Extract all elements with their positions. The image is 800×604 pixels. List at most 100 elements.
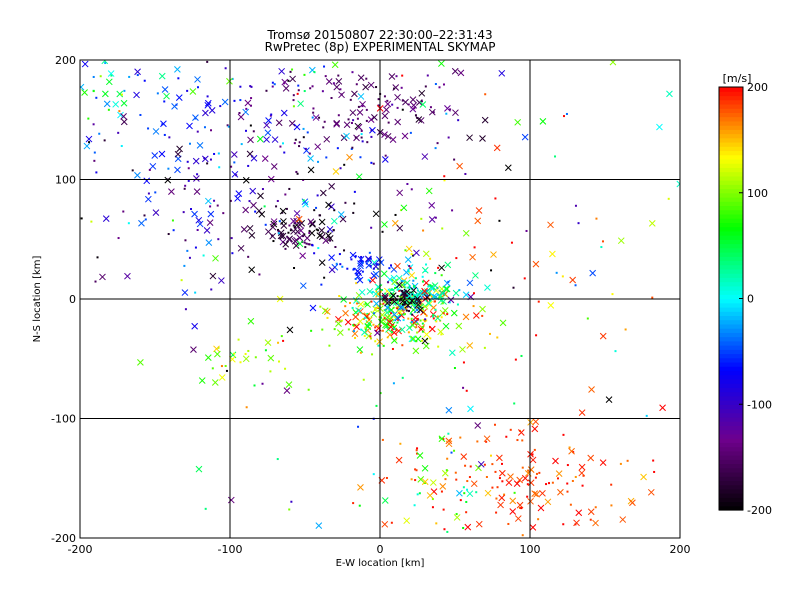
data-point-dot [420, 100, 423, 103]
data-point-dot [144, 218, 147, 221]
data-point-x-marker [257, 192, 264, 200]
colorbar-segment [719, 141, 743, 147]
data-point-x-marker [392, 84, 400, 91]
data-point-dot [122, 210, 125, 213]
data-point-dot [387, 281, 390, 284]
data-point-x-marker [314, 143, 322, 151]
data-point-dot [139, 113, 142, 116]
data-point-dot [289, 70, 292, 73]
data-point-dot [425, 314, 428, 317]
data-point-dot [423, 482, 426, 485]
data-point-dot [422, 229, 425, 232]
data-point-dot [389, 319, 392, 322]
colorbar-segment [719, 256, 743, 262]
colorbar-tick-label: 100 [747, 187, 768, 200]
data-point-dot [416, 331, 419, 334]
data-point-x-marker [189, 88, 197, 95]
data-point-dot [548, 482, 551, 485]
data-point-dot [277, 232, 280, 235]
data-point-x-marker [101, 90, 109, 98]
data-point-dot [288, 224, 291, 227]
data-point-dot [412, 303, 415, 306]
data-point-x-marker [426, 492, 434, 499]
data-point-x-marker [370, 310, 378, 318]
data-point-x-marker [355, 173, 363, 181]
data-point-x-marker [323, 308, 331, 316]
data-point-x-marker [337, 211, 345, 218]
data-point-x-marker [191, 322, 199, 330]
data-point-x-marker [381, 131, 388, 139]
data-point-x-marker [516, 501, 524, 509]
data-point-dot [294, 138, 297, 141]
data-point-dot [361, 261, 364, 264]
data-point-x-marker [264, 129, 272, 137]
data-point-x-marker [302, 200, 309, 208]
data-point-dot [432, 315, 435, 318]
data-point-dot [392, 288, 395, 291]
data-point-dot [401, 108, 404, 111]
data-point-dot [269, 370, 272, 373]
colorbar-segment [719, 395, 743, 401]
data-point-dot [485, 475, 488, 478]
data-point-x-marker [451, 67, 459, 75]
data-point-dot [117, 131, 120, 134]
data-point-dot [369, 335, 372, 338]
data-point-x-marker [410, 286, 418, 294]
data-point-x-marker [195, 216, 203, 224]
data-point-x-marker [237, 244, 245, 252]
data-point-dot [120, 145, 123, 148]
data-point-x-marker [428, 201, 436, 209]
data-point-dot [485, 440, 488, 443]
data-point-x-marker [481, 116, 489, 124]
data-point-dot [624, 328, 627, 331]
data-point-dot [346, 267, 349, 270]
data-point-dot [393, 315, 396, 318]
colorbar-segment [719, 87, 743, 92]
data-point-x-marker [81, 89, 88, 96]
data-point-x-marker [404, 256, 412, 264]
colorbar-segment [719, 196, 743, 202]
data-point-dot [293, 266, 296, 269]
data-point-x-marker [401, 132, 409, 140]
data-point-dot [440, 274, 443, 277]
data-point-x-marker [573, 519, 580, 527]
data-point-dot [418, 492, 421, 495]
data-point-dot [354, 136, 357, 139]
data-point-x-marker [513, 480, 521, 487]
data-point-dot [250, 97, 253, 100]
data-point-x-marker [143, 177, 151, 185]
data-point-x-marker [386, 316, 394, 323]
data-point-x-marker [428, 285, 436, 293]
data-point-x-marker [504, 164, 512, 172]
data-point-dot [390, 521, 393, 524]
data-point-dot [581, 484, 584, 487]
colorbar-segment [719, 239, 743, 245]
data-point-x-marker [138, 219, 145, 227]
data-point-dot [490, 269, 493, 272]
data-point-x-marker [413, 249, 420, 257]
data-point-dot [472, 305, 475, 308]
data-point-x-marker [452, 289, 460, 297]
data-point-x-marker [201, 155, 209, 163]
data-point-x-marker [283, 387, 291, 394]
x-axis-ticks: -200 -100 0 100 200 [68, 543, 691, 556]
data-point-x-marker [381, 156, 389, 163]
data-point-x-marker [351, 330, 359, 338]
data-point-dot [182, 211, 185, 214]
data-point-dot [382, 302, 385, 305]
colorbar-segment [719, 146, 743, 152]
data-point-x-marker [374, 329, 381, 337]
data-point-dot [425, 294, 428, 297]
data-point-dot [537, 518, 540, 521]
data-point-x-marker [275, 119, 283, 127]
data-point-dot [154, 191, 157, 194]
colorbar-segment [719, 467, 743, 473]
data-point-dot [391, 103, 394, 106]
data-point-x-marker [248, 232, 256, 239]
data-point-dot [424, 269, 427, 272]
colorbar-tick-label: -100 [747, 398, 772, 411]
data-point-dot [495, 511, 498, 514]
data-point-dot [352, 211, 355, 214]
colorbar-segment [719, 192, 743, 198]
